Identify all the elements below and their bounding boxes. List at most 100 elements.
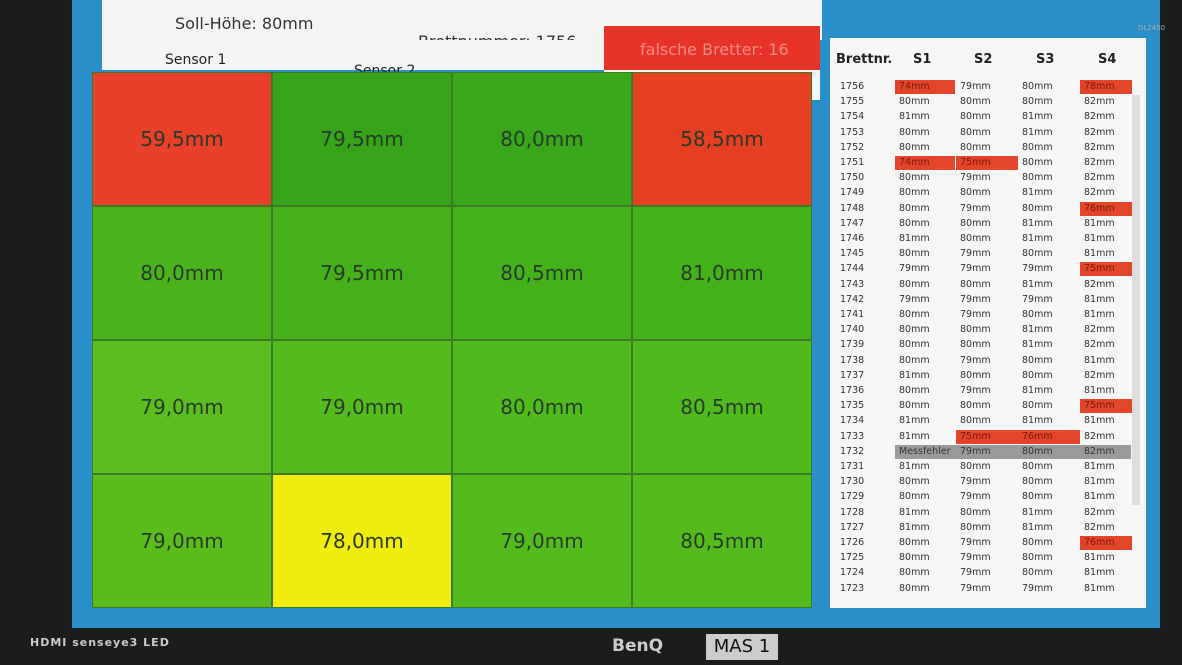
measurement: 82mm [1084, 157, 1115, 168]
measurement: 79mm [960, 567, 991, 579]
measurement: 79mm [899, 293, 930, 305]
measurement: 79mm [960, 293, 991, 305]
measurement: 82mm [1084, 369, 1115, 381]
measurement: 81mm [899, 233, 930, 244]
measurement: 79mm [960, 309, 991, 320]
board-id: 1744 [840, 263, 865, 275]
measurement: 79mm [960, 445, 991, 457]
measurement: 80mm [899, 202, 930, 214]
board-id: 1734 [840, 415, 865, 427]
sensor-cell: 79,0mm [92, 474, 272, 608]
measurement: 82mm [1084, 141, 1115, 153]
measurement: 80mm [899, 278, 930, 290]
board-id: 1732 [840, 445, 865, 457]
sensor-cell: 58,5mm [632, 72, 812, 206]
measurement: 81mm [899, 415, 930, 427]
measurement: 80mm [899, 217, 930, 229]
board-id: 1745 [840, 248, 865, 260]
measurement: 82mm [1084, 339, 1115, 351]
measurement: 81mm [1084, 248, 1115, 260]
measurement: 75mm [956, 429, 1018, 444]
column-header: Brettnr. [836, 52, 893, 67]
measurement: 81mm [1084, 552, 1115, 564]
measurement: 80mm [960, 96, 991, 108]
measurement: 81mm [1022, 415, 1053, 427]
measurement: 80mm [899, 582, 930, 594]
measurement: 81mm [899, 521, 930, 533]
monitor-brand: BenQ [612, 636, 664, 656]
measurement: 79mm [960, 81, 991, 92]
board-id: 1723 [840, 582, 865, 594]
measurement: 81mm [1084, 385, 1115, 396]
measurement: 80mm [960, 141, 991, 153]
measurement: 80mm [1022, 552, 1053, 564]
board-id: 1752 [840, 141, 865, 153]
measurement: 82mm [1084, 506, 1115, 518]
measurement: 80mm [960, 233, 991, 244]
measurement: 80mm [960, 217, 991, 229]
board-id: 1749 [840, 187, 865, 199]
board-id: 1725 [840, 552, 865, 564]
measurement: 76mm [1018, 429, 1080, 444]
measurement: 82mm [1084, 430, 1115, 442]
board-id: 1738 [840, 354, 865, 366]
measurement: 82mm [1084, 324, 1115, 336]
measurement: 81mm [1022, 339, 1053, 351]
measurement: 82mm [1084, 278, 1115, 290]
board-id: 1746 [840, 233, 865, 244]
board-id: 1756 [840, 81, 865, 92]
measurement: 80mm [1022, 537, 1053, 548]
measurement: 81mm [1022, 324, 1053, 336]
sensor-cell: 79,0mm [272, 340, 452, 474]
measurement: 80mm [1022, 141, 1053, 153]
measurement: 80mm [899, 141, 930, 153]
sensor-cell: 78,0mm [272, 474, 452, 608]
measurement: 74mm [895, 80, 955, 94]
measurement: 80mm [1022, 567, 1053, 579]
measurement: 80mm [960, 278, 991, 290]
sensor-cell: 59,5mm [92, 72, 272, 206]
wrong-boards: falsche Bretter: 16 [604, 26, 820, 70]
measurement: 80mm [899, 96, 930, 108]
board-id: 1739 [840, 339, 865, 351]
sensor-cell: 80,5mm [632, 340, 812, 474]
measurement: 81mm [1084, 354, 1115, 366]
measurement: 82mm [1084, 172, 1115, 184]
measurement: 80mm [960, 111, 991, 123]
measurement: 80mm [960, 415, 991, 427]
measurement: 80mm [1022, 476, 1053, 488]
measurement: 80mm [899, 567, 930, 579]
board-id: 1742 [840, 293, 865, 305]
measurement: 79mm [899, 263, 930, 275]
board-id: 1729 [840, 491, 865, 503]
measurement: 80mm [1022, 369, 1053, 381]
board-id: 1736 [840, 385, 865, 396]
sticker-label: MAS 1 [706, 634, 778, 660]
column-header: S4 [1098, 52, 1117, 67]
measurement: 81mm [1084, 491, 1115, 503]
measurement: 81mm [1084, 293, 1115, 305]
measurement: 80mm [899, 552, 930, 564]
measurement: 81mm [1084, 309, 1115, 320]
board-id: 1726 [840, 537, 865, 548]
measurement: 79mm [960, 476, 991, 488]
measurement: 81mm [1084, 582, 1115, 594]
measurement: 80mm [899, 187, 930, 199]
board-id: 1731 [840, 461, 865, 472]
measurement: 81mm [1084, 233, 1115, 244]
measurement: 80mm [1022, 354, 1053, 366]
measurement: 79mm [960, 172, 991, 184]
measurement: 82mm [1084, 187, 1115, 199]
measurement: 81mm [899, 430, 930, 442]
column-header: S2 [974, 52, 993, 67]
measurement: 80mm [899, 172, 930, 184]
measurement: 79mm [960, 385, 991, 396]
measurement: 81mm [1084, 217, 1115, 229]
measurement: 80mm [960, 369, 991, 381]
measurement: 80mm [899, 537, 930, 548]
measurement: 81mm [1022, 126, 1053, 138]
measurement: 79mm [960, 354, 991, 366]
measurement: 79mm [1022, 293, 1053, 305]
board-id: 1754 [840, 111, 865, 123]
